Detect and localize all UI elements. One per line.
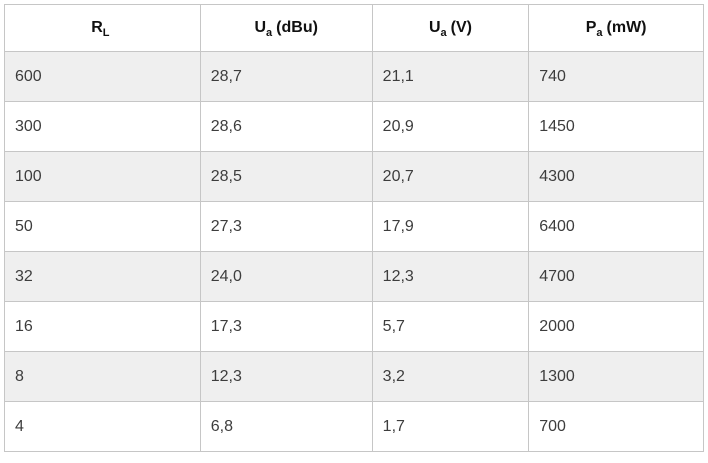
- column-header-ua-dbu: Ua (dBu): [199, 4, 373, 52]
- cell-ua-v: 3,2: [371, 351, 530, 402]
- cell-rl: 4: [4, 401, 201, 452]
- table-row: 4 6,8 1,7 700: [4, 401, 704, 452]
- column-header-rl: RL: [4, 4, 201, 52]
- cell-ua-v: 17,9: [371, 201, 530, 252]
- cell-pa-mw: 700: [528, 401, 704, 452]
- cell-rl: 600: [4, 51, 201, 102]
- cell-rl: 16: [4, 301, 201, 352]
- cell-ua-v: 5,7: [371, 301, 530, 352]
- cell-ua-dbu: 17,3: [199, 301, 373, 352]
- cell-ua-v: 20,7: [371, 151, 530, 202]
- cell-pa-mw: 4300: [528, 151, 704, 202]
- cell-pa-mw: 740: [528, 51, 704, 102]
- table-row: 50 27,3 17,9 6400: [4, 201, 704, 252]
- cell-pa-mw: 2000: [528, 301, 704, 352]
- measurement-table: RL Ua (dBu) Ua (V) Pa (mW) 600 28,7 21,1 74…: [4, 4, 704, 452]
- table-row: 32 24,0 12,3 4700: [4, 251, 704, 302]
- column-header-ua-v: Ua (V): [371, 4, 530, 52]
- cell-ua-dbu: 24,0: [199, 251, 373, 302]
- cell-ua-v: 1,7: [371, 401, 530, 452]
- cell-ua-v: 21,1: [371, 51, 530, 102]
- header-row: RL Ua (dBu) Ua (V) Pa (mW): [4, 4, 704, 52]
- cell-ua-v: 20,9: [371, 101, 530, 152]
- table-row: 8 12,3 3,2 1300: [4, 351, 704, 402]
- table-row: 300 28,6 20,9 1450: [4, 101, 704, 152]
- cell-ua-dbu: 28,5: [199, 151, 373, 202]
- cell-ua-dbu: 6,8: [199, 401, 373, 452]
- cell-rl: 300: [4, 101, 201, 152]
- cell-ua-dbu: 28,7: [199, 51, 373, 102]
- table-row: 16 17,3 5,7 2000: [4, 301, 704, 352]
- cell-rl: 8: [4, 351, 201, 402]
- cell-ua-dbu: 27,3: [199, 201, 373, 252]
- cell-rl: 32: [4, 251, 201, 302]
- cell-pa-mw: 1450: [528, 101, 704, 152]
- table-row: 600 28,7 21,1 740: [4, 51, 704, 102]
- cell-pa-mw: 1300: [528, 351, 704, 402]
- cell-ua-v: 12,3: [371, 251, 530, 302]
- cell-ua-dbu: 12,3: [199, 351, 373, 402]
- cell-pa-mw: 4700: [528, 251, 704, 302]
- cell-rl: 50: [4, 201, 201, 252]
- cell-rl: 100: [4, 151, 201, 202]
- cell-pa-mw: 6400: [528, 201, 704, 252]
- cell-ua-dbu: 28,6: [199, 101, 373, 152]
- column-header-pa-mw: Pa (mW): [528, 4, 704, 52]
- table-row: 100 28,5 20,7 4300: [4, 151, 704, 202]
